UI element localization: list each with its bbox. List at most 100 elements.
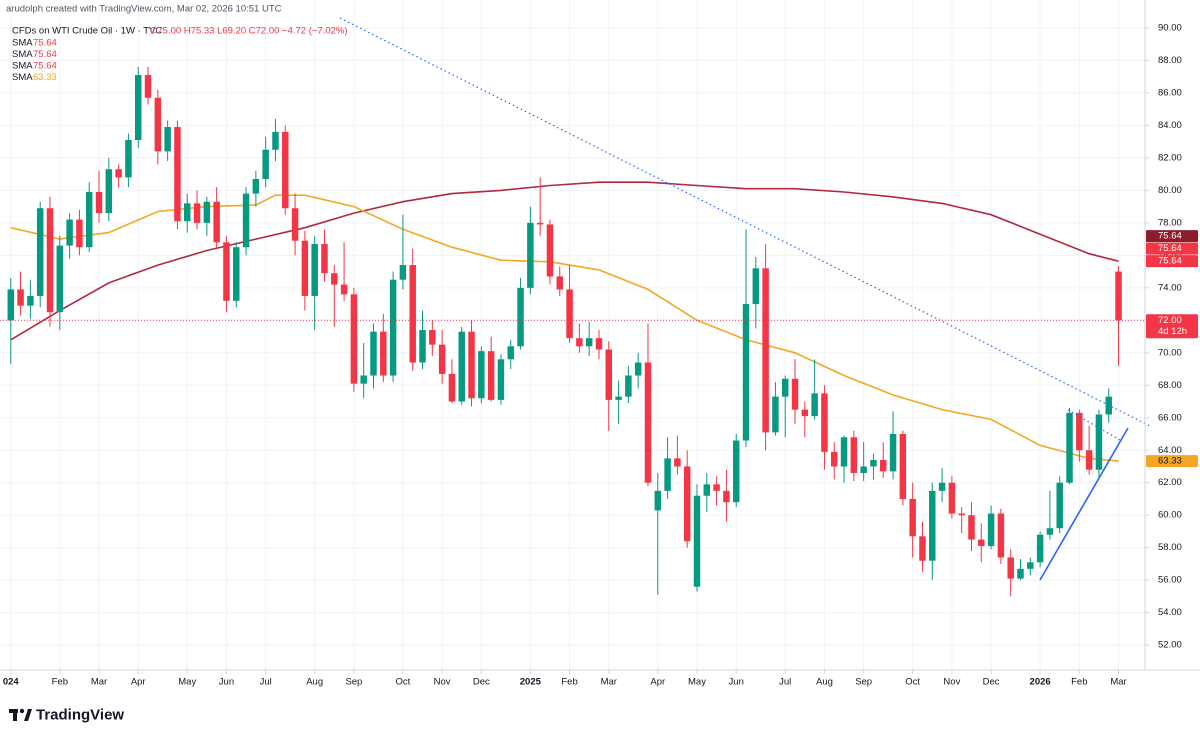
candle-body xyxy=(144,75,152,98)
x-tick-label: 024 xyxy=(3,677,20,688)
x-tick-label: Feb xyxy=(561,677,577,688)
candle-body xyxy=(154,97,162,152)
ohlc-legend: O75.00 H75.33 L69.20 C72.00 −4.72 (−7.02… xyxy=(150,26,348,37)
x-tick-label: Nov xyxy=(943,677,960,688)
x-tick-label: Oct xyxy=(396,677,411,688)
candle-body xyxy=(409,265,416,363)
candle-body xyxy=(370,331,377,376)
x-tick-label: Apr xyxy=(650,677,665,688)
price-label-bg xyxy=(1146,242,1198,255)
legend-name: SMA xyxy=(12,72,33,83)
candle-body xyxy=(781,378,789,397)
axes: 52.00 54.00 56.00 58.00 60.00 62.00 64.00 66.00… xyxy=(3,22,1198,688)
candle-body xyxy=(840,437,848,467)
candle-body xyxy=(438,344,446,374)
candle-body xyxy=(791,378,799,410)
candle-body xyxy=(95,191,103,214)
candle-body xyxy=(742,304,750,441)
candle-body xyxy=(909,498,916,537)
y-tick-label: 86.00 xyxy=(1158,87,1182,98)
candle-body xyxy=(1056,482,1063,529)
candle-body xyxy=(978,539,985,547)
y-tick-label: 82.00 xyxy=(1158,152,1182,163)
y-tick-label: 52.00 xyxy=(1158,640,1182,651)
y-tick-label: 60.00 xyxy=(1158,510,1182,521)
x-tick-label: May xyxy=(178,677,196,688)
legend-value: 75.64 xyxy=(33,49,57,60)
candle-body xyxy=(223,242,230,301)
candle-body xyxy=(929,490,936,561)
candle-body xyxy=(1017,568,1024,579)
x-tick-label: Sep xyxy=(855,677,872,688)
trend-line-dotted-short xyxy=(1067,409,1121,441)
candle-body xyxy=(595,338,603,350)
candle-body xyxy=(938,482,946,491)
candle-body xyxy=(889,433,897,472)
credit: arudolph created with TradingView.com, M… xyxy=(6,4,282,15)
price-label: 75.64 xyxy=(1158,243,1182,254)
x-tick-label: Dec xyxy=(983,677,1000,688)
candle-body xyxy=(576,338,583,347)
x-tick-label: Jun xyxy=(729,677,744,688)
y-tick-label: 68.00 xyxy=(1158,380,1182,391)
candle-body xyxy=(772,396,779,433)
candle-body xyxy=(644,362,652,483)
x-tick-label: Sep xyxy=(345,677,362,688)
candle-body xyxy=(919,536,926,561)
price-label-bg xyxy=(1146,255,1198,268)
trend-line-support xyxy=(1039,427,1129,581)
candle-body xyxy=(654,490,662,511)
x-tick-label: 2026 xyxy=(1030,677,1051,688)
candle-body xyxy=(1115,271,1122,321)
plot-area xyxy=(0,66,1145,597)
sma-line xyxy=(10,181,1119,341)
legend-name: SMA xyxy=(12,61,33,72)
candle-body xyxy=(134,75,142,141)
candle-body xyxy=(487,351,495,400)
candle-body xyxy=(605,349,613,400)
candle-body xyxy=(242,193,250,248)
y-tick-label: 62.00 xyxy=(1158,477,1182,488)
candle-body xyxy=(831,451,838,467)
candle-body xyxy=(683,466,691,542)
candle-body xyxy=(85,191,93,248)
candle-body xyxy=(664,458,671,491)
candle-body xyxy=(1076,412,1083,451)
brand-logo: TradingView xyxy=(9,706,124,723)
candle-body xyxy=(203,201,211,223)
candle-body xyxy=(282,131,289,209)
x-tick-label: Nov xyxy=(434,677,451,688)
x-tick-label: May xyxy=(688,677,706,688)
price-label: 75.64 xyxy=(1158,231,1182,242)
x-tick-label: Jul xyxy=(260,677,272,688)
candle-body xyxy=(1085,450,1093,470)
x-tick-label: Feb xyxy=(52,677,68,688)
y-tick-label: 64.00 xyxy=(1158,445,1182,456)
candle-body xyxy=(948,482,956,514)
candle-body xyxy=(174,127,181,222)
candle-body xyxy=(880,459,887,472)
candle-body xyxy=(468,331,475,399)
candle-body xyxy=(458,331,465,402)
price-label-bg xyxy=(1146,314,1198,339)
legend-value: 63.33 xyxy=(33,72,57,83)
y-tick-label: 58.00 xyxy=(1158,542,1182,553)
x-tick-label: Mar xyxy=(1110,677,1126,688)
y-tick-label: 78.00 xyxy=(1158,217,1182,228)
logo-shape xyxy=(24,709,32,721)
candle-body xyxy=(674,458,681,467)
y-tick-label: 74.00 xyxy=(1158,282,1182,293)
candle-body xyxy=(527,222,534,288)
x-tick-label: Mar xyxy=(91,677,107,688)
x-tick-label: Apr xyxy=(131,677,146,688)
y-tick-label: 54.00 xyxy=(1158,607,1182,618)
candle-body xyxy=(331,273,338,285)
candle-body xyxy=(115,169,122,178)
y-tick-label: 90.00 xyxy=(1158,22,1182,33)
candle-body xyxy=(987,513,995,547)
candle-body xyxy=(66,219,73,246)
candle-body xyxy=(1007,557,1014,579)
price-label: 72.00 xyxy=(1158,315,1182,326)
